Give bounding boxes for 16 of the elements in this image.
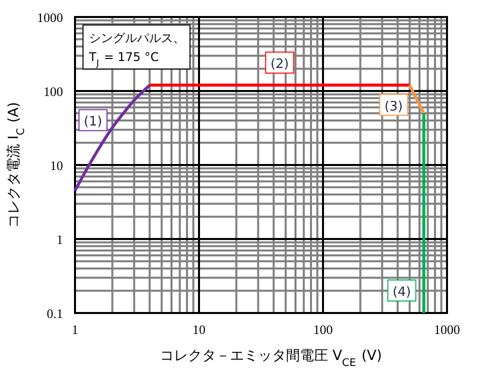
series-label: (3)	[384, 99, 403, 114]
x-tick-label: 1000	[434, 322, 460, 337]
x-tick-label: 1	[72, 322, 78, 337]
x-tick-label: 10	[192, 322, 206, 337]
y-tick-label: 0.1	[46, 306, 63, 321]
annotation: T$_{J}$ = 175 °C	[88, 50, 159, 69]
series-label: (1)	[84, 114, 102, 130]
series-label: (4)	[392, 285, 412, 300]
y-tick-label: 1000	[37, 10, 63, 25]
y-tick-label: 10	[50, 158, 63, 173]
x-tick-label: 100	[313, 322, 333, 337]
y-tick-label: 100	[44, 84, 63, 99]
annotation: シングルパルス、	[89, 31, 185, 45]
x-axis-title: コレクタ－エミッタ間電圧 V$_{CE}$ (V)	[160, 348, 382, 369]
series-label: (2)	[270, 57, 289, 72]
y-tick-label: 1	[56, 232, 63, 247]
